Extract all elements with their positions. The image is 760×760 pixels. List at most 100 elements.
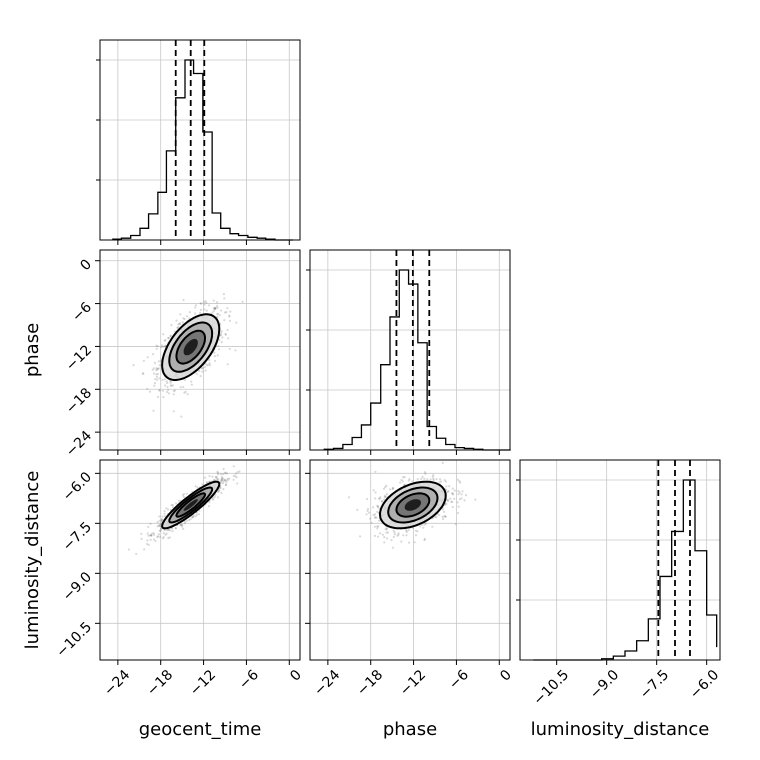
sample-point [402, 476, 405, 479]
sample-point [160, 346, 163, 349]
sample-point [376, 527, 379, 530]
sample-point [379, 532, 382, 535]
sample-point [407, 479, 410, 482]
sample-point [158, 523, 161, 526]
sample-point [208, 362, 211, 365]
sample-point [163, 384, 167, 387]
sample-point [451, 492, 454, 495]
sample-point [384, 494, 387, 497]
sample-point [432, 478, 435, 482]
sample-point [365, 513, 368, 516]
sample-point [160, 519, 163, 522]
sample-point [194, 515, 197, 518]
sample-point [376, 504, 379, 507]
sample-point [396, 534, 399, 537]
sample-point [200, 302, 203, 305]
sample-point [385, 527, 388, 530]
sample-point [219, 486, 222, 489]
sample-point [380, 500, 383, 503]
sample-point [175, 502, 178, 505]
sample-point [179, 313, 182, 316]
sample-point [225, 311, 228, 314]
sample-point [182, 298, 185, 302]
sample-point [149, 534, 152, 537]
sample-point [165, 532, 168, 535]
sample-point [165, 380, 168, 383]
sample-point [447, 498, 450, 502]
sample-point [220, 477, 223, 480]
sample-point [217, 491, 220, 494]
y-tick-label: −6 [69, 299, 95, 325]
sample-point [384, 486, 387, 489]
sample-point [458, 491, 461, 494]
sample-point [208, 480, 211, 483]
sample-point [158, 529, 161, 532]
sample-point [224, 479, 227, 482]
contour-0.5σ [404, 499, 422, 511]
sample-point [179, 322, 182, 325]
sample-point [214, 307, 217, 310]
sample-point [178, 323, 181, 326]
sample-point [158, 515, 161, 518]
sample-point [173, 389, 176, 392]
panel-geocent_time-geocent_time [96, 39, 301, 245]
sample-point [405, 529, 408, 532]
sample-point [158, 364, 161, 367]
sample-point [218, 314, 221, 317]
sample-point [208, 358, 211, 362]
sample-point [159, 535, 162, 538]
sample-point [167, 528, 170, 531]
sample-point [383, 498, 386, 501]
sample-point [169, 384, 172, 387]
sample-point [416, 530, 419, 533]
sample-point [457, 493, 460, 496]
sample-point [160, 527, 163, 530]
sample-point [184, 390, 187, 393]
sample-point [167, 392, 170, 395]
sample-point [453, 489, 456, 492]
sample-point [156, 368, 159, 371]
sample-point [374, 491, 377, 494]
sample-point [166, 385, 169, 389]
sample-point [160, 518, 163, 521]
sample-point [132, 364, 135, 367]
sample-point [374, 497, 377, 500]
sample-point [170, 324, 173, 327]
x-axis-label-luminosity_distance: luminosity_distance [531, 719, 710, 740]
sample-point [421, 523, 424, 527]
sample-point [169, 381, 172, 384]
sample-point [157, 360, 160, 363]
sample-point [219, 487, 222, 490]
sample-point [198, 369, 201, 372]
sample-point [185, 315, 189, 318]
sample-point [221, 482, 225, 485]
x-tick-label: −12 [397, 667, 429, 699]
sample-point [186, 393, 189, 396]
sample-point [385, 493, 388, 496]
sample-point [156, 378, 159, 381]
sample-point [127, 548, 131, 551]
sample-point [438, 481, 441, 484]
sample-point [155, 369, 158, 372]
sample-point [369, 517, 372, 520]
sample-point [457, 511, 460, 515]
sample-point [156, 525, 159, 528]
sample-point [381, 533, 384, 536]
sample-point [156, 372, 159, 376]
sample-point [373, 534, 376, 538]
sample-point [431, 475, 434, 478]
sample-point [374, 516, 377, 519]
sample-point [400, 540, 403, 543]
sample-point [220, 479, 223, 482]
sample-point [155, 347, 158, 350]
sample-point [212, 478, 216, 481]
sample-point [155, 373, 158, 376]
sample-point [194, 485, 197, 488]
sample-point [457, 490, 460, 493]
sample-point [384, 528, 387, 531]
panel-luminosity_distance-phase [305, 459, 511, 665]
sample-point [232, 465, 235, 468]
sample-point [385, 531, 388, 534]
sample-point [377, 505, 380, 508]
